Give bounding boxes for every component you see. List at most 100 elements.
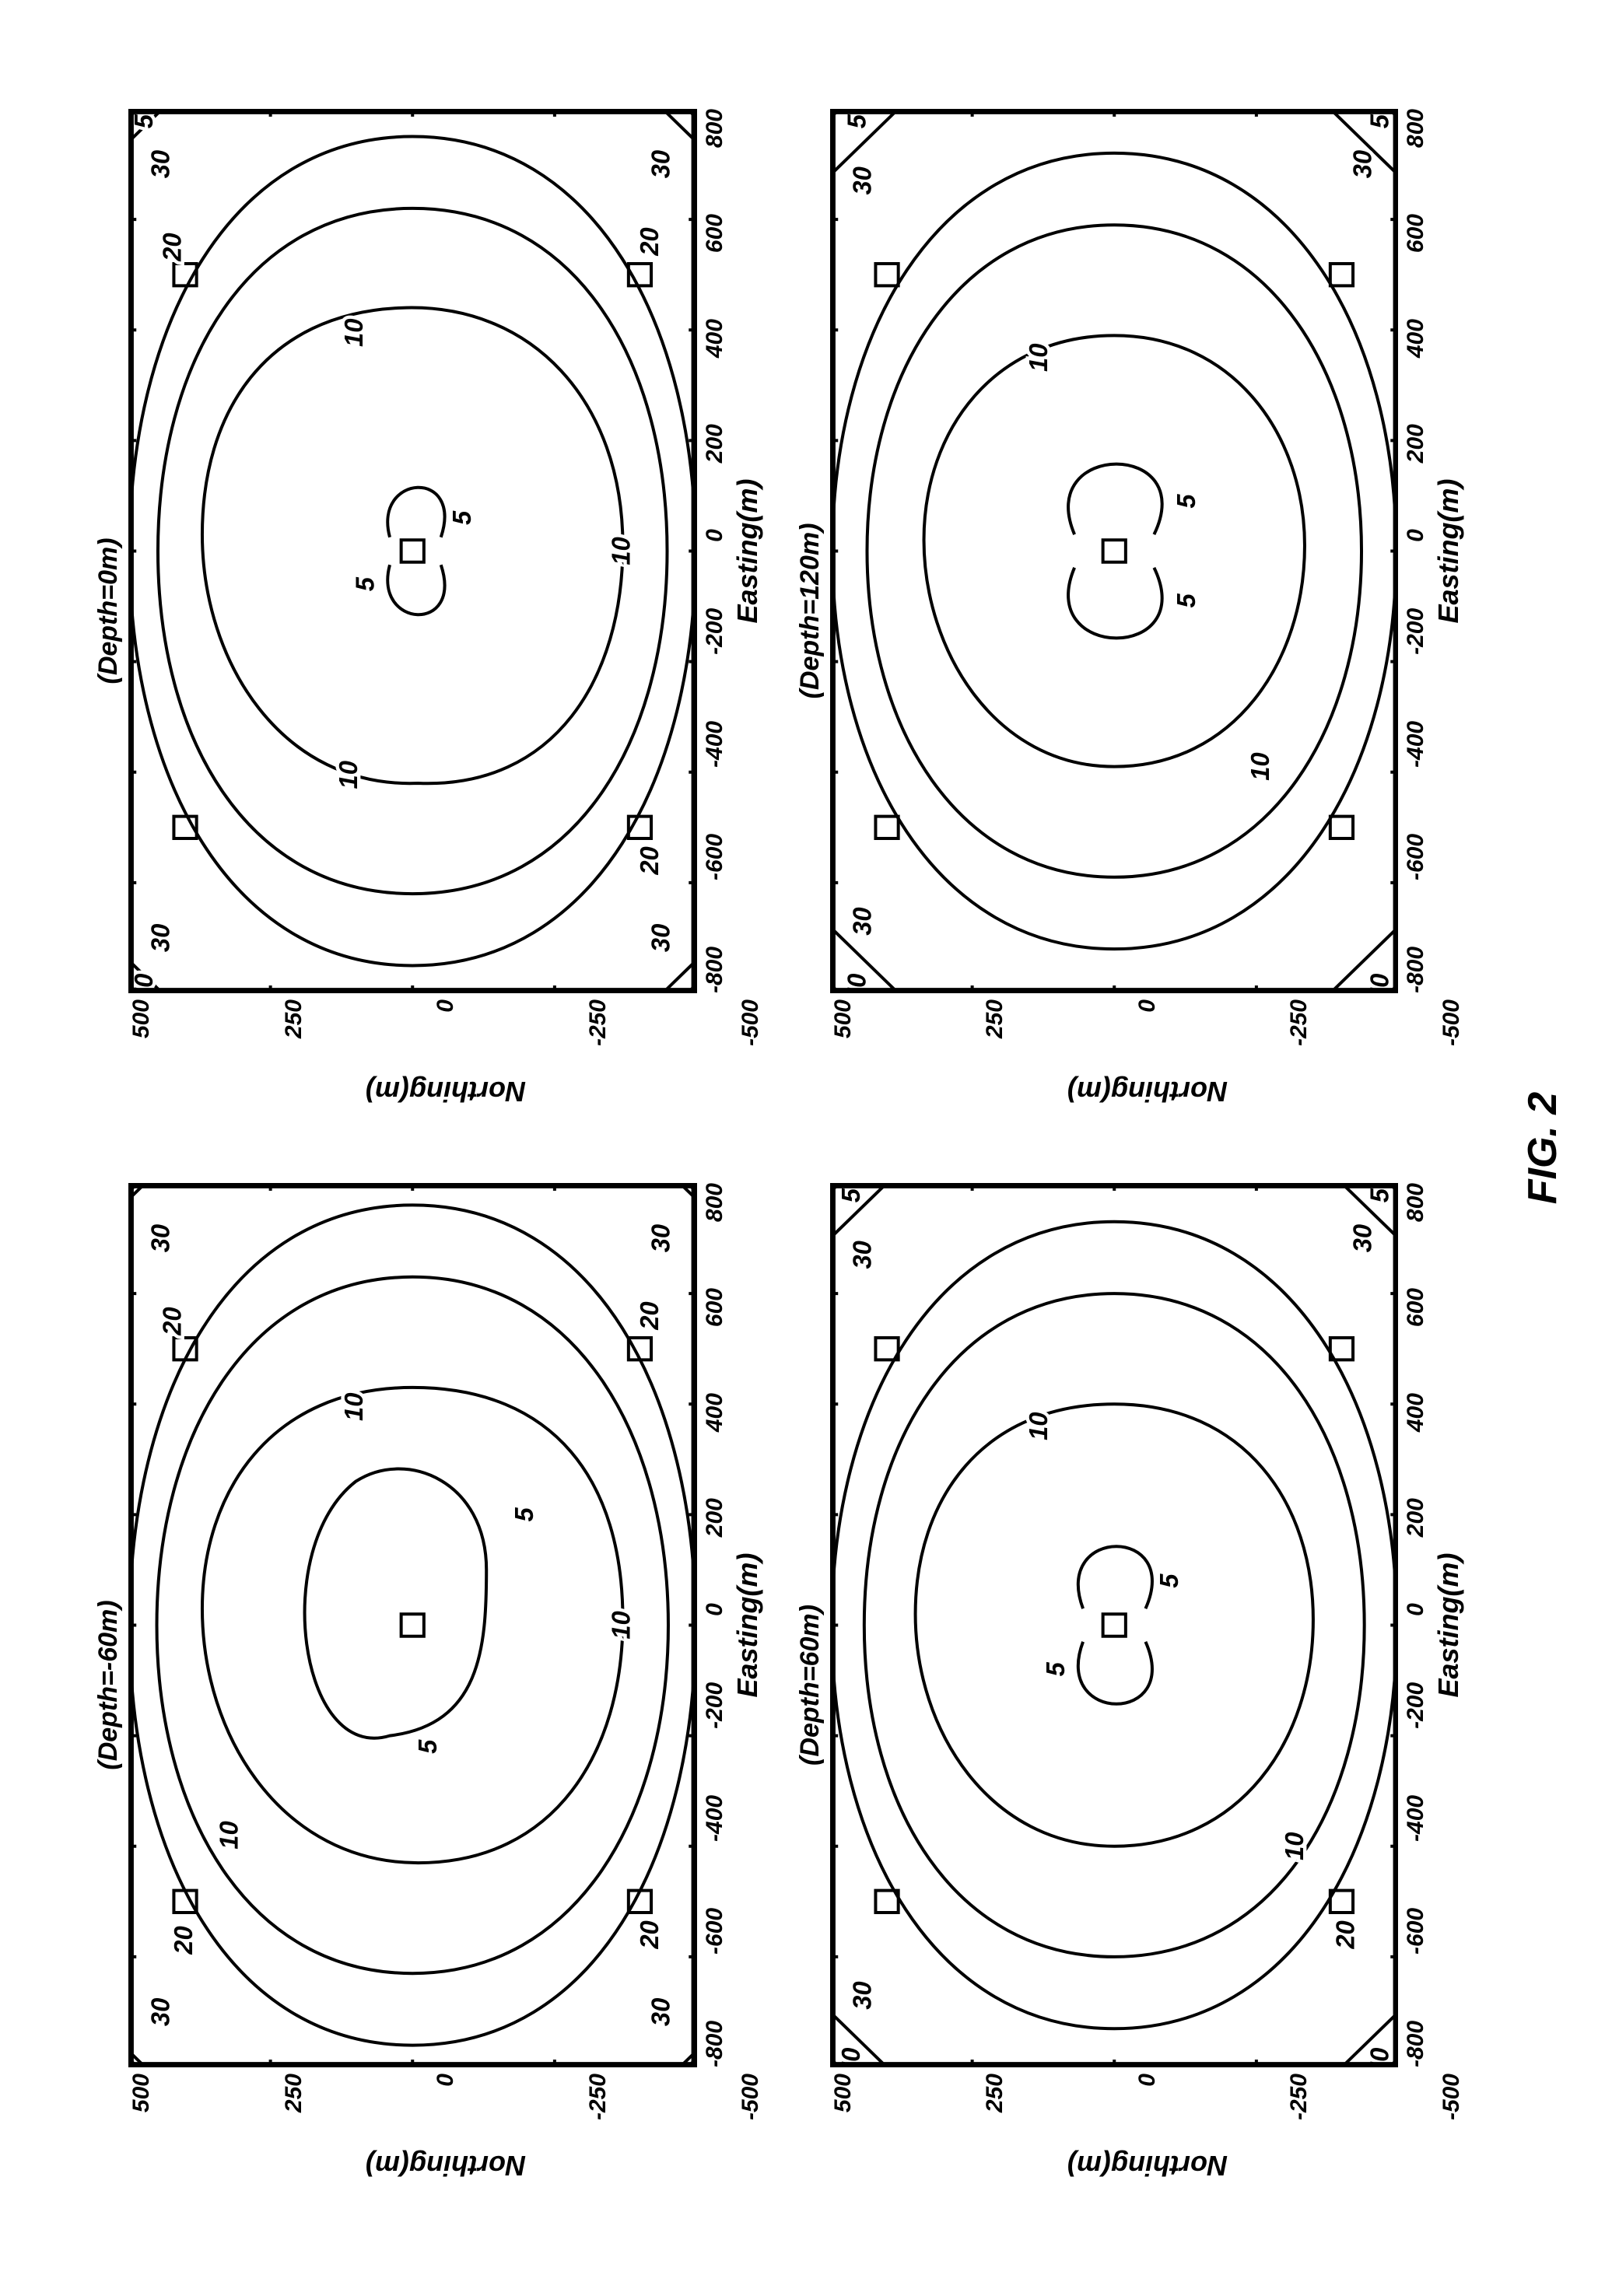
plot-region: 551010102020202030303030 (128, 1183, 697, 2067)
contour-panel: (Depth=120m)Northing(m)5002500-250-50055… (795, 109, 1466, 1113)
y-tick-label: 0 (433, 999, 459, 1013)
x-tick-label: 200 (702, 1498, 728, 1537)
contour-5 (387, 565, 444, 614)
plot-main: 5510102030303050505050-800-600-400-20002… (830, 1183, 1466, 2067)
plot-main: 551010102020202030303030-800-600-400-200… (128, 1183, 764, 2067)
contour-level-label: 20 (158, 233, 187, 262)
x-tick-label: -200 (1403, 608, 1429, 655)
contour-level-label: 20 (636, 846, 665, 876)
panel-title: (Depth=120m) (795, 109, 825, 1113)
y-tick-label: -500 (1439, 2074, 1465, 2120)
x-tick-label: -800 (702, 2021, 728, 2067)
y-tick-label: 250 (982, 2074, 1008, 2112)
x-tick-label: 200 (1403, 424, 1429, 463)
panel-grid: (Depth=-60m)Northing(m)5002500-250-50055… (0, 0, 1496, 2296)
contour-level-label: 30 (647, 149, 676, 178)
contour-level-label: 30 (647, 923, 676, 952)
y-tick-label: 500 (128, 999, 155, 1038)
x-axis-label: Easting(m) (731, 109, 764, 993)
x-tick-label: -200 (1403, 1682, 1429, 1729)
contour-level-label: 30 (146, 923, 176, 952)
plot-outer: Northing(m)5002500-250-50055101010202020… (128, 109, 764, 1113)
contour-level-label: 30 (848, 1241, 878, 1269)
plot-main: 55101030303050505050-800-600-400-2000200… (830, 109, 1466, 993)
plot-region: 55101030303050505050 (830, 109, 1399, 993)
contour-labels: 5510102030303050505050 (836, 1183, 1394, 2067)
contour-level-label: 30 (1348, 1223, 1378, 1252)
x-tick-label: -400 (702, 721, 728, 768)
y-tick-label: 0 (1134, 999, 1161, 1013)
contour-plot: 55101030303050505050 (830, 109, 1399, 993)
x-axis-ticks: -800-600-400-2000200400600800 (1398, 109, 1429, 993)
plot-border (832, 111, 1396, 991)
y-tick-label: -250 (1286, 999, 1312, 1046)
marker-square (1102, 1614, 1125, 1636)
x-tick-label: 0 (1403, 1603, 1429, 1616)
contour-level-label: 20 (636, 227, 665, 257)
x-tick-label: 600 (1403, 1288, 1429, 1327)
contour-level-label: 30 (146, 149, 176, 178)
plot-main: 55101010202020303030305050-800-600-400-2… (128, 109, 764, 993)
contour-panel: (Depth=-60m)Northing(m)5002500-250-50055… (93, 1183, 764, 2187)
plot-outer: Northing(m)5002500-250-50055101030303050… (830, 109, 1466, 1113)
contour-level-label: 20 (158, 1307, 187, 1336)
y-tick-label: 250 (281, 2074, 307, 2112)
x-tick-label: -800 (702, 947, 728, 993)
contour-level-label: 20 (170, 1926, 199, 1955)
x-tick-label: -600 (1403, 1908, 1429, 1955)
contour-10 (923, 335, 1304, 766)
contour-level-label: 30 (146, 1997, 176, 2026)
y-axis-label: Northing(m) (830, 2144, 1466, 2187)
figure-caption: FIG. 2 (1496, 0, 1605, 2296)
y-tick-label: 0 (433, 2074, 459, 2087)
contour-10 (202, 1388, 623, 1863)
x-tick-label: 200 (702, 424, 728, 463)
plot-g (830, 1183, 1399, 2067)
x-tick-label: 0 (702, 1603, 728, 1616)
contour-level-label: 10 (340, 1392, 370, 1421)
contour-level-label: 20 (636, 1920, 665, 1950)
contour-level-label: 10 (1024, 1412, 1053, 1440)
plot-outer: Northing(m)5002500-250-50055101010202020… (128, 1183, 764, 2187)
y-tick-label: -500 (738, 999, 764, 1046)
contour-level-label: 10 (1246, 752, 1275, 781)
x-tick-label: 0 (1403, 529, 1429, 542)
x-tick-label: 800 (702, 109, 728, 148)
y-tick-label: 500 (830, 2074, 857, 2112)
contour-level-label: 10 (215, 1821, 244, 1850)
contour-level-label: 5 (351, 576, 380, 591)
x-tick-label: -800 (1403, 2021, 1429, 2067)
x-axis-label: Easting(m) (731, 1183, 764, 2067)
y-tick-label: 500 (830, 999, 857, 1038)
x-tick-label: 800 (702, 1183, 728, 1222)
contour-panel: (Depth=0m)Northing(m)5002500-250-5005510… (93, 109, 764, 1113)
contour-level-label: 5 (1041, 1662, 1071, 1677)
contour-level-label: 10 (340, 318, 370, 347)
contour-plot: 55101010202020303030305050 (128, 109, 697, 993)
contour-level-label: 5 (510, 1507, 540, 1522)
contour-panel: (Depth=60m)Northing(m)5002500-250-500551… (795, 1183, 1466, 2187)
contour-20 (867, 225, 1361, 877)
x-tick-label: 400 (1403, 319, 1429, 358)
y-axis-label: Northing(m) (830, 1069, 1466, 1113)
marker-square (401, 1614, 424, 1636)
x-tick-label: -400 (1403, 1795, 1429, 1842)
marker-square (401, 540, 424, 562)
panel-title: (Depth=60m) (795, 1183, 825, 2187)
marker-square (1330, 264, 1352, 285)
x-tick-label: -600 (702, 1908, 728, 1955)
y-tick-label: -500 (1439, 999, 1465, 1046)
contour-plot: 5510102030303050505050 (830, 1183, 1399, 2067)
contour-30 (832, 153, 1396, 949)
x-tick-label: 800 (1403, 1183, 1429, 1222)
contour-level-label: 5 (1172, 593, 1201, 608)
contour-level-label: 30 (647, 1223, 676, 1252)
contour-level-label: 10 (1024, 343, 1053, 372)
marker-square (1330, 817, 1352, 838)
x-tick-label: -600 (1403, 834, 1429, 880)
contour-labels: 551010102020202030303030 (146, 1223, 675, 2026)
page: (Depth=-60m)Northing(m)5002500-250-50055… (0, 0, 1605, 2296)
contour-5 (1068, 464, 1162, 535)
x-tick-label: -200 (702, 608, 728, 655)
y-tick-label: -250 (585, 999, 612, 1046)
